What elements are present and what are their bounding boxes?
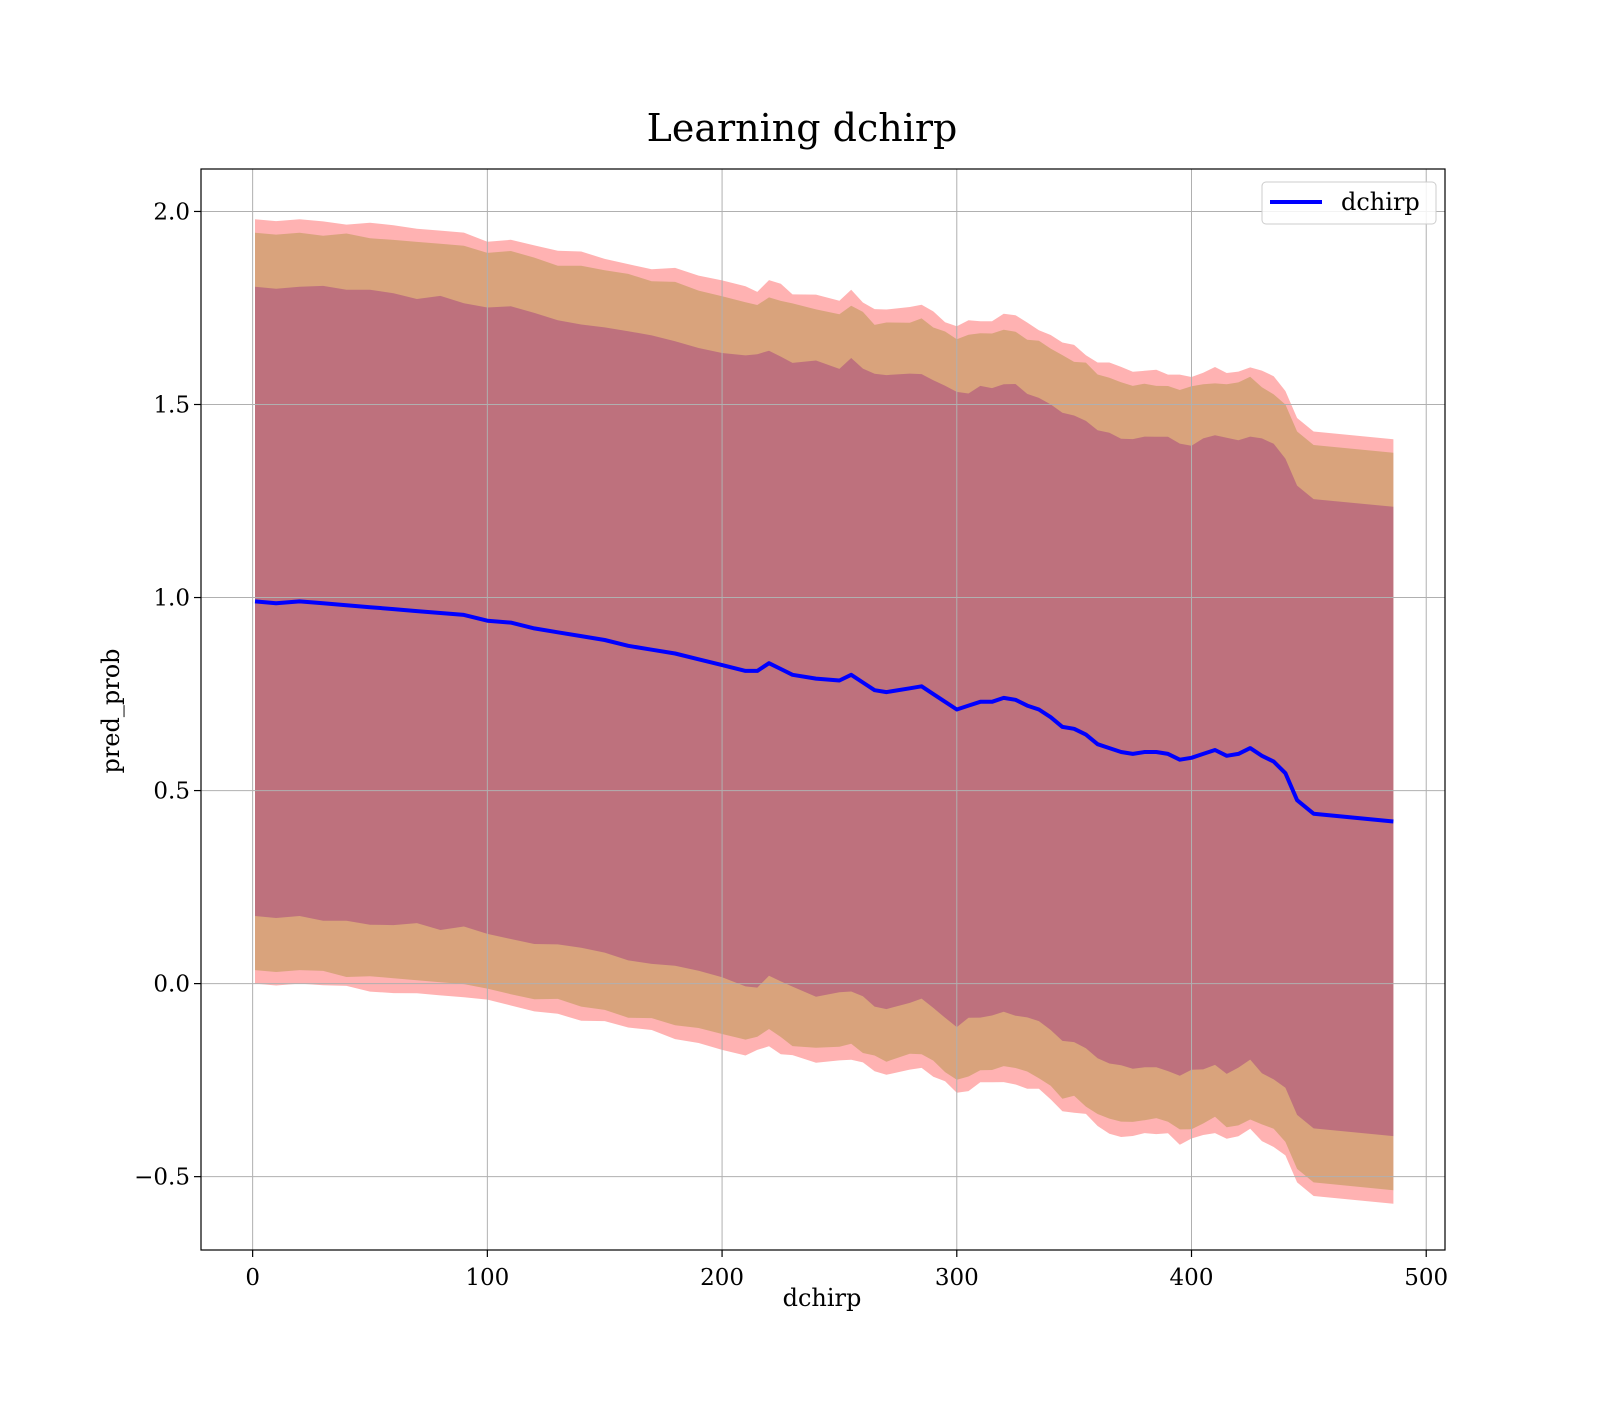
- x-tick-label: 500: [1404, 1265, 1448, 1291]
- uncertainty-band-outer: [255, 219, 1394, 1204]
- x-axis-label: dchirp: [783, 1284, 862, 1312]
- x-tick-label: 400: [1170, 1265, 1214, 1291]
- legend: dchirp: [1261, 181, 1437, 225]
- legend-label-dchirp: dchirp: [1341, 188, 1420, 216]
- chart-title: Learning dchirp: [647, 106, 958, 150]
- legend-box: [1261, 181, 1437, 225]
- series-line-dchirp: [254, 599, 1394, 824]
- uncertainty-band-inner: [255, 285, 1394, 1137]
- x-tick-label: 100: [465, 1265, 509, 1291]
- y-tick-label: 2.0: [153, 199, 190, 225]
- x-tick-label: 0: [245, 1265, 260, 1291]
- plot-area: 0 100 200 300 400 500 −0.5 0.0 0.5 1.0 1.5 2.0: [134, 168, 1448, 1291]
- uncertainty-band-middle: [255, 232, 1394, 1191]
- x-tick-label: 300: [935, 1265, 979, 1291]
- plot-frame: [200, 168, 1446, 1251]
- y-axis-label: pred_prob: [97, 648, 125, 773]
- x-tick-label: 200: [700, 1265, 744, 1291]
- y-tick-label: 0.0: [153, 972, 190, 998]
- y-tick-label: 0.5: [153, 779, 190, 805]
- y-tick-label: 1.0: [153, 586, 190, 612]
- y-tick-label: 1.5: [153, 393, 190, 419]
- y-tick-label: −0.5: [134, 1165, 190, 1191]
